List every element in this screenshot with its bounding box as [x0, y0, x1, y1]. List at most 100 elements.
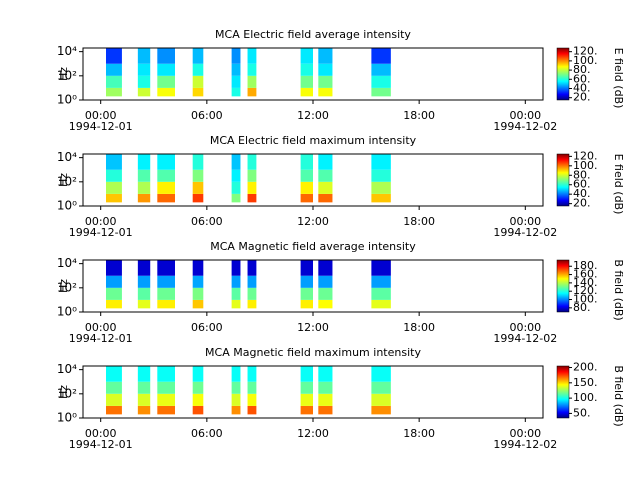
x-tick-label: 18:00 — [403, 321, 435, 334]
heatmap-cell — [192, 169, 204, 182]
x-date-label: 1994-12-01 — [69, 226, 133, 239]
heatmap-cell — [137, 154, 151, 170]
heatmap-cell — [300, 193, 313, 203]
heatmap-cell — [137, 393, 151, 406]
heatmap-cell — [247, 154, 257, 170]
heatmap-cell — [300, 154, 313, 170]
x-tick-label: 18:00 — [403, 427, 435, 440]
heatmap-cell — [192, 63, 204, 76]
heatmap-cell — [157, 193, 175, 203]
heatmap-cell — [300, 63, 313, 76]
x-tick-label: 06:00 — [191, 321, 223, 334]
heatmap-cell — [300, 393, 313, 406]
x-tick-label: 12:00 — [297, 109, 329, 122]
y-tick-label: 10² — [57, 280, 77, 294]
heatmap-cell — [137, 405, 151, 415]
heatmap-cell — [106, 87, 122, 97]
heatmap-cell — [371, 63, 391, 76]
heatmap-cell — [371, 169, 391, 182]
heatmap-cell — [137, 169, 151, 182]
heatmap-cell — [318, 393, 333, 406]
heatmap-cell — [137, 299, 151, 309]
heatmap-cell — [371, 287, 391, 300]
heatmap-cell — [371, 181, 391, 194]
heatmap-cell — [318, 260, 333, 276]
y-tick-label: 10⁰ — [57, 411, 77, 425]
heatmap-cell — [137, 75, 151, 88]
heatmap-cell — [106, 299, 122, 309]
heatmap-cell — [318, 87, 333, 97]
heatmap-cell — [318, 193, 333, 203]
heatmap-cell — [231, 169, 241, 182]
x-tick-label: 00:00 — [85, 321, 117, 334]
heatmap-cell — [318, 48, 333, 64]
heatmap-cell — [192, 393, 204, 406]
heatmap-cell — [371, 366, 391, 382]
heatmap-cell — [157, 75, 175, 88]
heatmap-cell — [247, 405, 257, 415]
colorbar-tick-label: 100. — [573, 159, 598, 172]
heatmap-cell — [137, 63, 151, 76]
heatmap-cell — [371, 193, 391, 203]
x-tick-label: 12:00 — [297, 215, 329, 228]
heatmap-cell — [371, 260, 391, 276]
heatmap-cell — [318, 299, 333, 309]
heatmap-cell — [231, 48, 241, 64]
panel-title: MCA Electric field average intensity — [215, 28, 411, 41]
colorbar-tick-label: 150. — [573, 376, 598, 389]
colorbar-tick-label: 40. — [573, 81, 591, 94]
heatmap-cell — [192, 366, 204, 382]
heatmap-cell — [192, 405, 204, 415]
heatmap-cell — [300, 287, 313, 300]
heatmap-cell — [247, 48, 257, 64]
x-tick-label: 00:00 — [509, 109, 541, 122]
heatmap-cell — [137, 48, 151, 64]
heatmap-cell — [231, 87, 241, 97]
heatmap-cell — [231, 154, 241, 170]
heatmap-cell — [106, 154, 122, 170]
heatmap-cell — [106, 287, 122, 300]
x-tick-label: 06:00 — [191, 109, 223, 122]
colorbar-tick-label: 120. — [573, 284, 598, 297]
heatmap-cell — [247, 366, 257, 382]
heatmap-cell — [318, 405, 333, 415]
heatmap-cell — [231, 193, 241, 203]
heatmap-cell — [371, 87, 391, 97]
colorbar-tick-label: 80. — [573, 301, 591, 314]
colorbar-tick-label: 60. — [573, 178, 591, 191]
heatmap-cell — [157, 154, 175, 170]
heatmap-cell — [318, 169, 333, 182]
heatmap-cell — [157, 260, 175, 276]
heatmap-cell — [192, 48, 204, 64]
heatmap-cell — [157, 275, 175, 288]
heatmap-cell — [192, 154, 204, 170]
heatmap-cell — [137, 366, 151, 382]
colorbar-tick-label: 200. — [573, 361, 598, 374]
heatmap-cell — [300, 299, 313, 309]
heatmap-cell — [192, 381, 204, 394]
heatmap-cell — [231, 75, 241, 88]
heatmap-cell — [106, 181, 122, 194]
heatmap-cell — [247, 181, 257, 194]
colorbar-label: B field (dB) — [612, 259, 625, 320]
y-tick-label: 10⁰ — [57, 93, 77, 107]
colorbar-tick-label: 40. — [573, 187, 591, 200]
heatmap-cell — [371, 48, 391, 64]
heatmap-cell — [157, 299, 175, 309]
heatmap-cell — [137, 193, 151, 203]
heatmap-cell — [157, 181, 175, 194]
x-tick-label: 00:00 — [509, 215, 541, 228]
heatmap-cell — [371, 393, 391, 406]
heatmap-cell — [157, 287, 175, 300]
y-tick-label: 10⁴ — [57, 362, 77, 376]
x-date-label: 1994-12-02 — [493, 120, 557, 133]
heatmap-cell — [247, 381, 257, 394]
heatmap-cell — [371, 299, 391, 309]
x-date-label: 1994-12-02 — [493, 438, 557, 451]
colorbar-label: E field (dB) — [612, 48, 625, 109]
heatmap-cell — [231, 275, 241, 288]
colorbar-tick-label: 100. — [573, 293, 598, 306]
heatmap-cell — [247, 393, 257, 406]
x-tick-label: 00:00 — [509, 427, 541, 440]
